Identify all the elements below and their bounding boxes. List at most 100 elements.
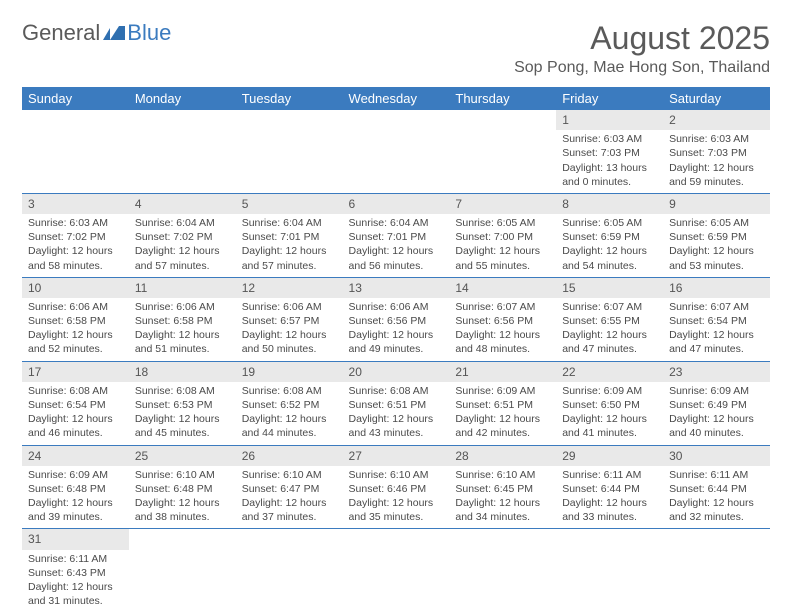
daylight-line: Daylight: 12 hours and 41 minutes.: [562, 412, 657, 440]
day-details: Sunrise: 6:11 AMSunset: 6:44 PMDaylight:…: [663, 466, 770, 529]
day-number: 31: [22, 529, 129, 549]
day-details: Sunrise: 6:08 AMSunset: 6:53 PMDaylight:…: [129, 382, 236, 445]
sunrise-line: Sunrise: 6:03 AM: [28, 216, 123, 230]
sunrise-line: Sunrise: 6:11 AM: [669, 468, 764, 482]
day-number: 27: [343, 446, 450, 466]
daylight-line: Daylight: 13 hours and 0 minutes.: [562, 161, 657, 189]
sunrise-line: Sunrise: 6:09 AM: [455, 384, 550, 398]
sunset-line: Sunset: 6:54 PM: [28, 398, 123, 412]
day-details: Sunrise: 6:09 AMSunset: 6:49 PMDaylight:…: [663, 382, 770, 445]
day-details: Sunrise: 6:06 AMSunset: 6:57 PMDaylight:…: [236, 298, 343, 361]
sunset-line: Sunset: 6:51 PM: [455, 398, 550, 412]
sunset-line: Sunset: 7:03 PM: [562, 146, 657, 160]
sunset-line: Sunset: 6:59 PM: [669, 230, 764, 244]
calendar-cell: [236, 529, 343, 612]
daylight-line: Daylight: 12 hours and 53 minutes.: [669, 244, 764, 272]
weekday-header: Tuesday: [236, 87, 343, 110]
daylight-line: Daylight: 12 hours and 59 minutes.: [669, 161, 764, 189]
day-details: Sunrise: 6:08 AMSunset: 6:51 PMDaylight:…: [343, 382, 450, 445]
day-number: 13: [343, 278, 450, 298]
day-details: Sunrise: 6:06 AMSunset: 6:56 PMDaylight:…: [343, 298, 450, 361]
day-details: Sunrise: 6:09 AMSunset: 6:48 PMDaylight:…: [22, 466, 129, 529]
sunset-line: Sunset: 6:44 PM: [562, 482, 657, 496]
calendar-cell: 2Sunrise: 6:03 AMSunset: 7:03 PMDaylight…: [663, 110, 770, 193]
title-block: August 2025 Sop Pong, Mae Hong Son, Thai…: [514, 20, 770, 77]
calendar-cell: 23Sunrise: 6:09 AMSunset: 6:49 PMDayligh…: [663, 361, 770, 445]
day-details: Sunrise: 6:03 AMSunset: 7:03 PMDaylight:…: [663, 130, 770, 193]
day-number: 18: [129, 362, 236, 382]
calendar-cell: [556, 529, 663, 612]
calendar-row: 1Sunrise: 6:03 AMSunset: 7:03 PMDaylight…: [22, 110, 770, 193]
weekday-header: Friday: [556, 87, 663, 110]
header: General Blue August 2025 Sop Pong, Mae H…: [22, 20, 770, 77]
weekday-header: Sunday: [22, 87, 129, 110]
day-number: 14: [449, 278, 556, 298]
sunset-line: Sunset: 6:53 PM: [135, 398, 230, 412]
sunset-line: Sunset: 6:52 PM: [242, 398, 337, 412]
daylight-line: Daylight: 12 hours and 33 minutes.: [562, 496, 657, 524]
day-number: 3: [22, 194, 129, 214]
daylight-line: Daylight: 12 hours and 52 minutes.: [28, 328, 123, 356]
daylight-line: Daylight: 12 hours and 38 minutes.: [135, 496, 230, 524]
calendar-cell: 14Sunrise: 6:07 AMSunset: 6:56 PMDayligh…: [449, 277, 556, 361]
daylight-line: Daylight: 12 hours and 56 minutes.: [349, 244, 444, 272]
day-number: 11: [129, 278, 236, 298]
day-number: 22: [556, 362, 663, 382]
day-number: 9: [663, 194, 770, 214]
day-details: Sunrise: 6:03 AMSunset: 7:02 PMDaylight:…: [22, 214, 129, 277]
sunrise-line: Sunrise: 6:11 AM: [28, 552, 123, 566]
daylight-line: Daylight: 12 hours and 31 minutes.: [28, 580, 123, 608]
calendar-cell: 13Sunrise: 6:06 AMSunset: 6:56 PMDayligh…: [343, 277, 450, 361]
calendar-table: Sunday Monday Tuesday Wednesday Thursday…: [22, 87, 770, 612]
sunrise-line: Sunrise: 6:07 AM: [455, 300, 550, 314]
daylight-line: Daylight: 12 hours and 47 minutes.: [562, 328, 657, 356]
calendar-cell: [449, 110, 556, 193]
calendar-cell: [343, 529, 450, 612]
calendar-cell: [663, 529, 770, 612]
calendar-cell: 20Sunrise: 6:08 AMSunset: 6:51 PMDayligh…: [343, 361, 450, 445]
sunrise-line: Sunrise: 6:07 AM: [562, 300, 657, 314]
day-details: Sunrise: 6:10 AMSunset: 6:47 PMDaylight:…: [236, 466, 343, 529]
calendar-cell: [129, 529, 236, 612]
daylight-line: Daylight: 12 hours and 34 minutes.: [455, 496, 550, 524]
sunrise-line: Sunrise: 6:09 AM: [562, 384, 657, 398]
daylight-line: Daylight: 12 hours and 43 minutes.: [349, 412, 444, 440]
sunset-line: Sunset: 6:56 PM: [349, 314, 444, 328]
calendar-cell: 21Sunrise: 6:09 AMSunset: 6:51 PMDayligh…: [449, 361, 556, 445]
calendar-cell: 26Sunrise: 6:10 AMSunset: 6:47 PMDayligh…: [236, 445, 343, 529]
calendar-cell: 31Sunrise: 6:11 AMSunset: 6:43 PMDayligh…: [22, 529, 129, 612]
day-details: Sunrise: 6:10 AMSunset: 6:48 PMDaylight:…: [129, 466, 236, 529]
sunrise-line: Sunrise: 6:10 AM: [135, 468, 230, 482]
calendar-cell: 29Sunrise: 6:11 AMSunset: 6:44 PMDayligh…: [556, 445, 663, 529]
calendar-cell: 1Sunrise: 6:03 AMSunset: 7:03 PMDaylight…: [556, 110, 663, 193]
day-number: 26: [236, 446, 343, 466]
day-details: Sunrise: 6:05 AMSunset: 7:00 PMDaylight:…: [449, 214, 556, 277]
day-details: Sunrise: 6:11 AMSunset: 6:44 PMDaylight:…: [556, 466, 663, 529]
day-number: 16: [663, 278, 770, 298]
day-details: Sunrise: 6:06 AMSunset: 6:58 PMDaylight:…: [22, 298, 129, 361]
sunrise-line: Sunrise: 6:08 AM: [349, 384, 444, 398]
calendar-row: 10Sunrise: 6:06 AMSunset: 6:58 PMDayligh…: [22, 277, 770, 361]
calendar-cell: 6Sunrise: 6:04 AMSunset: 7:01 PMDaylight…: [343, 193, 450, 277]
calendar-row: 3Sunrise: 6:03 AMSunset: 7:02 PMDaylight…: [22, 193, 770, 277]
day-number: 29: [556, 446, 663, 466]
sunrise-line: Sunrise: 6:10 AM: [242, 468, 337, 482]
sunrise-line: Sunrise: 6:05 AM: [562, 216, 657, 230]
sunset-line: Sunset: 6:55 PM: [562, 314, 657, 328]
sunset-line: Sunset: 6:58 PM: [135, 314, 230, 328]
day-details: Sunrise: 6:09 AMSunset: 6:50 PMDaylight:…: [556, 382, 663, 445]
sunrise-line: Sunrise: 6:09 AM: [669, 384, 764, 398]
day-number: 24: [22, 446, 129, 466]
sunrise-line: Sunrise: 6:04 AM: [135, 216, 230, 230]
daylight-line: Daylight: 12 hours and 48 minutes.: [455, 328, 550, 356]
sunrise-line: Sunrise: 6:10 AM: [349, 468, 444, 482]
calendar-row: 24Sunrise: 6:09 AMSunset: 6:48 PMDayligh…: [22, 445, 770, 529]
sunset-line: Sunset: 7:01 PM: [349, 230, 444, 244]
weekday-header: Monday: [129, 87, 236, 110]
daylight-line: Daylight: 12 hours and 51 minutes.: [135, 328, 230, 356]
calendar-cell: 22Sunrise: 6:09 AMSunset: 6:50 PMDayligh…: [556, 361, 663, 445]
calendar-cell: 4Sunrise: 6:04 AMSunset: 7:02 PMDaylight…: [129, 193, 236, 277]
logo-text-1: General: [22, 20, 100, 46]
calendar-cell: [449, 529, 556, 612]
sunset-line: Sunset: 6:57 PM: [242, 314, 337, 328]
